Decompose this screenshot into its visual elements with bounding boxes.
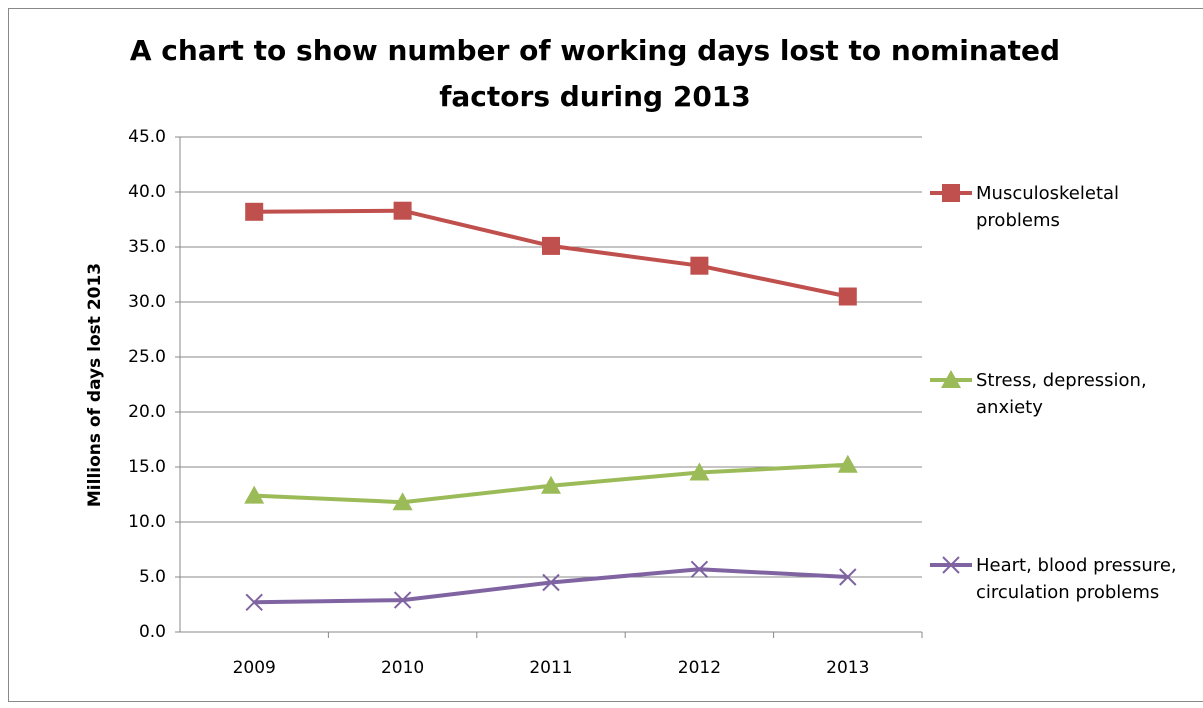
marker bbox=[690, 256, 709, 275]
x-tick-label: 2009 bbox=[233, 658, 276, 678]
y-tick-label: 15.0 bbox=[128, 457, 166, 477]
marker bbox=[392, 492, 413, 511]
series-line bbox=[254, 567, 848, 605]
x-tick-label: 2011 bbox=[529, 658, 572, 678]
x-tick-label: 2013 bbox=[826, 658, 869, 678]
marker bbox=[393, 591, 412, 609]
legend-entry: Heart, blood pressure, circulation probl… bbox=[976, 555, 1177, 603]
legend-marker bbox=[941, 370, 961, 388]
marker bbox=[542, 573, 560, 592]
y-tick-label: 45.0 bbox=[128, 127, 166, 147]
marker bbox=[839, 568, 857, 586]
y-tick-label: 0.0 bbox=[139, 622, 166, 642]
legend-entry: Musculoskeletal problems bbox=[976, 183, 1120, 231]
marker bbox=[690, 560, 709, 579]
y-tick-label: 10.0 bbox=[128, 512, 166, 532]
marker bbox=[541, 475, 561, 494]
legend-entry: Stress, depression, anxiety bbox=[976, 370, 1147, 418]
chart-frame bbox=[8, 8, 1203, 702]
legend-marker bbox=[942, 556, 960, 574]
y-tick-label: 35.0 bbox=[128, 237, 166, 257]
marker bbox=[689, 462, 710, 481]
chart-title: A chart to show number of working days l… bbox=[129, 34, 1061, 113]
marker bbox=[837, 454, 858, 473]
marker bbox=[245, 593, 263, 612]
marker bbox=[393, 201, 412, 220]
x-tick-label: 2010 bbox=[381, 658, 424, 678]
y-axis-label: Millions of days lost 2013 bbox=[85, 263, 105, 507]
x-tick-label: 2012 bbox=[678, 658, 721, 678]
marker bbox=[542, 236, 560, 255]
y-tick-label: 5.0 bbox=[139, 567, 166, 587]
marker bbox=[244, 485, 265, 504]
y-tick-label: 40.0 bbox=[128, 182, 166, 202]
y-tick-label: 30.0 bbox=[128, 292, 166, 312]
y-tick-label: 25.0 bbox=[128, 347, 166, 367]
marker bbox=[245, 202, 264, 221]
y-tick-label: 20.0 bbox=[128, 402, 166, 422]
marker bbox=[838, 287, 857, 306]
legend-marker bbox=[942, 184, 960, 202]
